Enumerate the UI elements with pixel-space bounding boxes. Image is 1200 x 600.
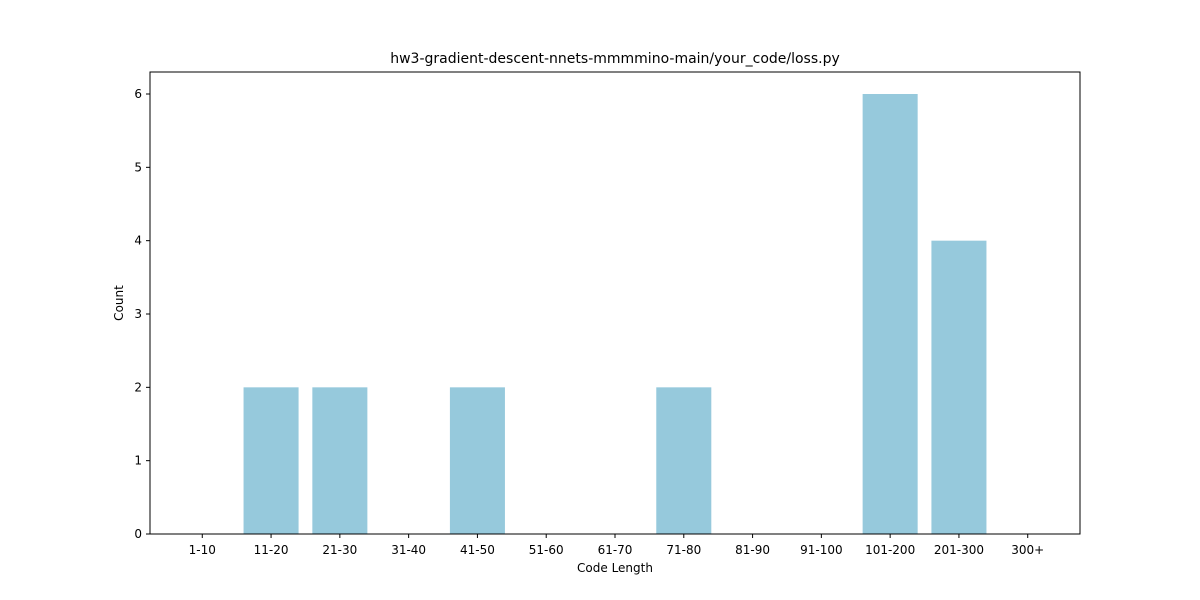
bars-group [243, 94, 987, 534]
x-tick-label: 51-60 [529, 543, 564, 557]
y-axis: 0 1 2 3 4 5 6 [134, 87, 150, 541]
y-tick-label: 6 [134, 87, 142, 101]
bar-21-30 [312, 387, 368, 534]
x-axis-label: Code Length [577, 561, 653, 575]
x-tick-label: 41-50 [460, 543, 495, 557]
x-tick-label: 31-40 [391, 543, 426, 557]
y-tick-label: 2 [134, 380, 142, 394]
x-tick-label: 300+ [1011, 543, 1044, 557]
bar-41-50 [449, 387, 505, 534]
y-tick-label: 5 [134, 160, 142, 174]
bar-201-300 [931, 240, 987, 534]
bar-71-80 [656, 387, 712, 534]
plot-frame [149, 71, 1081, 535]
x-tick-label: 1-10 [189, 543, 216, 557]
x-tick-label: 71-80 [666, 543, 701, 557]
y-tick-label: 3 [134, 307, 142, 321]
y-axis-label: Count [112, 285, 126, 321]
chart-title: hw3-gradient-descent-nnets-mmmmino-main/… [390, 51, 840, 67]
x-tick-label: 201-300 [934, 543, 984, 557]
bar-11-20 [243, 387, 299, 534]
y-tick-label: 1 [134, 454, 142, 468]
x-tick-label: 61-70 [598, 543, 633, 557]
y-tick-label: 0 [134, 527, 142, 541]
x-tick-label: 11-20 [254, 543, 289, 557]
x-tick-label: 101-200 [865, 543, 915, 557]
x-axis: 1-10 11-20 21-30 31-40 41-50 51-60 61-70 71-80 8… [189, 534, 1044, 557]
x-tick-label: 81-90 [735, 543, 770, 557]
y-tick-label: 4 [134, 234, 142, 248]
x-tick-label: 21-30 [322, 543, 357, 557]
x-tick-label: 91-100 [800, 543, 843, 557]
bar-101-200 [862, 94, 918, 534]
